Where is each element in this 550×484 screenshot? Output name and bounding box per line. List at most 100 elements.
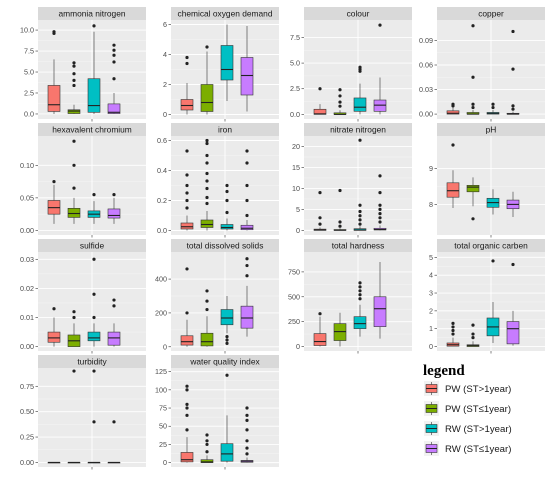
y-tick-label: 0.0 bbox=[290, 110, 300, 119]
outlier-point bbox=[338, 188, 342, 193]
y-tick-label: 15 bbox=[292, 163, 300, 172]
outlier-point bbox=[205, 289, 209, 293]
boxplot-2 bbox=[67, 139, 81, 224]
y-tick-label: 750 bbox=[288, 267, 300, 276]
outlier-point bbox=[92, 24, 96, 28]
boxplot-2 bbox=[67, 61, 81, 114]
outlier-point bbox=[471, 24, 475, 28]
y-tick-label: 0 bbox=[163, 458, 167, 467]
boxplot-3 bbox=[486, 102, 500, 115]
panel: hexavalent chromium 0.00 0.05 0.10 bbox=[20, 123, 146, 238]
y-tick-label: 1 bbox=[429, 324, 433, 333]
panel-title: chemical oxygen demand bbox=[178, 9, 273, 19]
y-tick-label: 0.01 bbox=[20, 313, 34, 322]
legend-title: legend bbox=[423, 363, 465, 379]
legend-label: RW (ST≤1year) bbox=[445, 444, 511, 455]
outlier-point bbox=[491, 102, 495, 106]
y-tick-label: 0.00 bbox=[20, 342, 34, 351]
outlier-point bbox=[511, 104, 515, 108]
outlier-point bbox=[245, 257, 249, 261]
y-tick-label: 7.5 bbox=[290, 33, 300, 42]
y-tick-label: 0.00 bbox=[20, 226, 34, 235]
y-tick-label: 2.5 bbox=[24, 88, 34, 97]
y-tick-label: 0 bbox=[429, 342, 433, 351]
y-tick-label: 0 bbox=[296, 342, 300, 351]
outlier-point bbox=[225, 341, 229, 345]
outlier-point bbox=[185, 183, 189, 188]
panel-strip bbox=[171, 7, 279, 20]
outlier-point bbox=[225, 198, 229, 203]
boxplot-2 bbox=[200, 289, 214, 347]
y-tick-label: 4 bbox=[163, 50, 167, 59]
outlier-point bbox=[72, 186, 76, 190]
boxplot-4 bbox=[506, 191, 520, 217]
outlier-point bbox=[185, 388, 189, 392]
outlier-point bbox=[112, 304, 116, 308]
boxplot-2 bbox=[200, 45, 214, 115]
box bbox=[506, 321, 520, 345]
outlier-point bbox=[378, 23, 382, 27]
y-tick-label: 9 bbox=[429, 164, 433, 173]
boxplot-1 bbox=[313, 87, 327, 115]
outlier-point bbox=[205, 439, 209, 443]
panel-strip bbox=[171, 239, 279, 252]
outlier-point bbox=[358, 214, 362, 218]
y-tick-label: 2 bbox=[163, 80, 167, 89]
outlier-point bbox=[225, 210, 229, 215]
outlier-point bbox=[92, 257, 96, 261]
legend: legend PW (ST>1year) PW (ST≤1year) RW (ST>1… bbox=[423, 363, 512, 456]
y-tick-label: 5.0 bbox=[290, 59, 300, 68]
outlier-point bbox=[471, 323, 475, 327]
boxplot-4 bbox=[240, 257, 254, 337]
outlier-point bbox=[225, 373, 229, 377]
outlier-point bbox=[185, 173, 189, 177]
outlier-point bbox=[318, 87, 322, 91]
box bbox=[220, 224, 234, 230]
boxplot-4 bbox=[373, 261, 387, 339]
boxplot-3 bbox=[220, 183, 234, 231]
box bbox=[220, 443, 234, 462]
box bbox=[240, 305, 254, 329]
y-tick-label: 0.02 bbox=[20, 284, 34, 293]
outlier-point bbox=[318, 222, 322, 226]
box bbox=[47, 331, 61, 343]
panel: total dissolved solids 0 200 400 bbox=[155, 239, 279, 354]
outlier-point bbox=[112, 43, 116, 47]
boxplot-1 bbox=[180, 55, 194, 115]
panel-title: total hardness bbox=[332, 241, 385, 251]
outlier-point bbox=[205, 195, 209, 200]
box bbox=[47, 85, 61, 112]
boxplot-2 bbox=[67, 369, 81, 464]
boxplot-2 bbox=[200, 138, 214, 231]
boxplot-4 bbox=[373, 174, 387, 231]
boxplot-3 bbox=[87, 24, 101, 114]
boxplot-1 bbox=[446, 321, 460, 347]
outlier-point bbox=[72, 72, 76, 76]
outlier-point bbox=[511, 29, 515, 34]
boxplot-2 bbox=[67, 310, 81, 347]
boxplot-4 bbox=[107, 420, 121, 464]
outlier-point bbox=[358, 218, 362, 222]
outlier-point bbox=[112, 48, 116, 52]
panel: total organic carben 0 1 2 3 4 5 bbox=[429, 239, 545, 354]
outlier-point bbox=[378, 212, 382, 216]
outlier-point bbox=[205, 138, 209, 143]
box bbox=[87, 331, 101, 342]
box bbox=[107, 331, 121, 346]
outlier-point bbox=[378, 220, 382, 224]
outlier-point bbox=[52, 179, 56, 184]
outlier-point bbox=[72, 64, 76, 68]
box bbox=[107, 103, 121, 114]
outlier-point bbox=[185, 149, 189, 153]
y-tick-label: 400 bbox=[155, 275, 167, 284]
outlier-point bbox=[245, 406, 249, 410]
y-tick-label: 20 bbox=[292, 142, 300, 151]
outlier-point bbox=[338, 220, 342, 224]
y-tick-label: 0.00 bbox=[419, 110, 433, 119]
legend-label: RW (ST>1year) bbox=[445, 424, 512, 435]
panel-strip bbox=[38, 239, 146, 252]
outlier-point bbox=[338, 88, 342, 92]
box bbox=[180, 222, 194, 230]
boxplot-1 bbox=[180, 384, 194, 463]
